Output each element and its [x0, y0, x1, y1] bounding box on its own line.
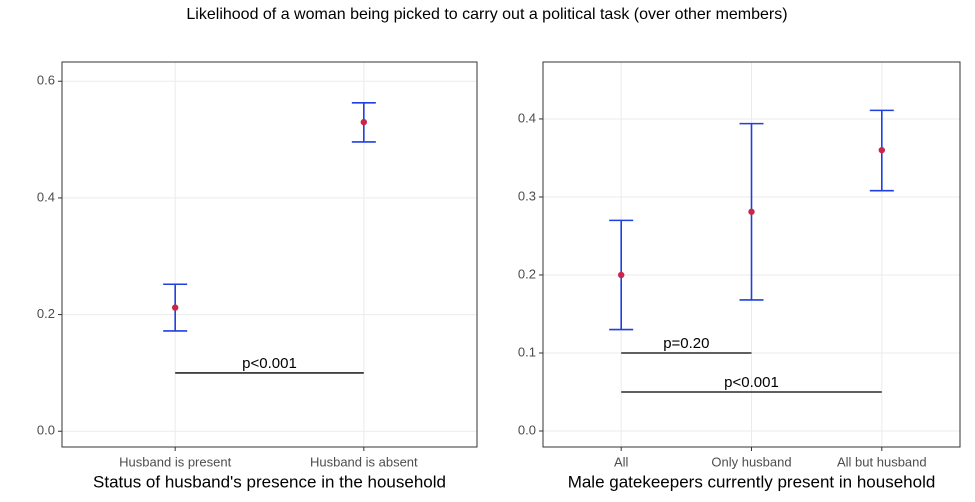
- point: [617, 271, 625, 279]
- y-tick-label: 0.0: [518, 422, 536, 437]
- y-tick-label: 0.1: [518, 344, 536, 359]
- y-tick-label: 0.0: [37, 423, 55, 438]
- y-tick-label: 0.4: [37, 189, 55, 204]
- point: [360, 118, 368, 126]
- y-tick-label: 0.3: [518, 188, 536, 203]
- x-axis-label: Male gatekeepers currently present in ho…: [568, 472, 936, 491]
- x-tick-label: Only husband: [711, 454, 791, 469]
- p-value-label: p=0.20: [663, 335, 709, 352]
- figure-title: Likelihood of a woman being picked to ca…: [186, 6, 787, 23]
- p-value-label: p<0.001: [242, 355, 297, 372]
- x-tick-label: Husband is absent: [310, 454, 418, 469]
- x-tick-label: Husband is present: [119, 454, 231, 469]
- panel-border: [61, 61, 478, 448]
- panel-border: [542, 61, 961, 448]
- y-tick-label: 0.6: [37, 73, 55, 88]
- y-tick-label: 0.4: [518, 110, 536, 125]
- point: [171, 304, 179, 311]
- point: [878, 146, 886, 154]
- p-value-label: p<0.001: [724, 374, 779, 391]
- y-tick-label: 0.2: [518, 266, 536, 281]
- x-tick-label: All but husband: [837, 454, 927, 469]
- point: [748, 208, 755, 215]
- x-tick-label: All: [614, 454, 629, 469]
- x-axis-label: Status of husband's presence in the hous…: [93, 472, 446, 491]
- y-tick-label: 0.2: [37, 306, 55, 321]
